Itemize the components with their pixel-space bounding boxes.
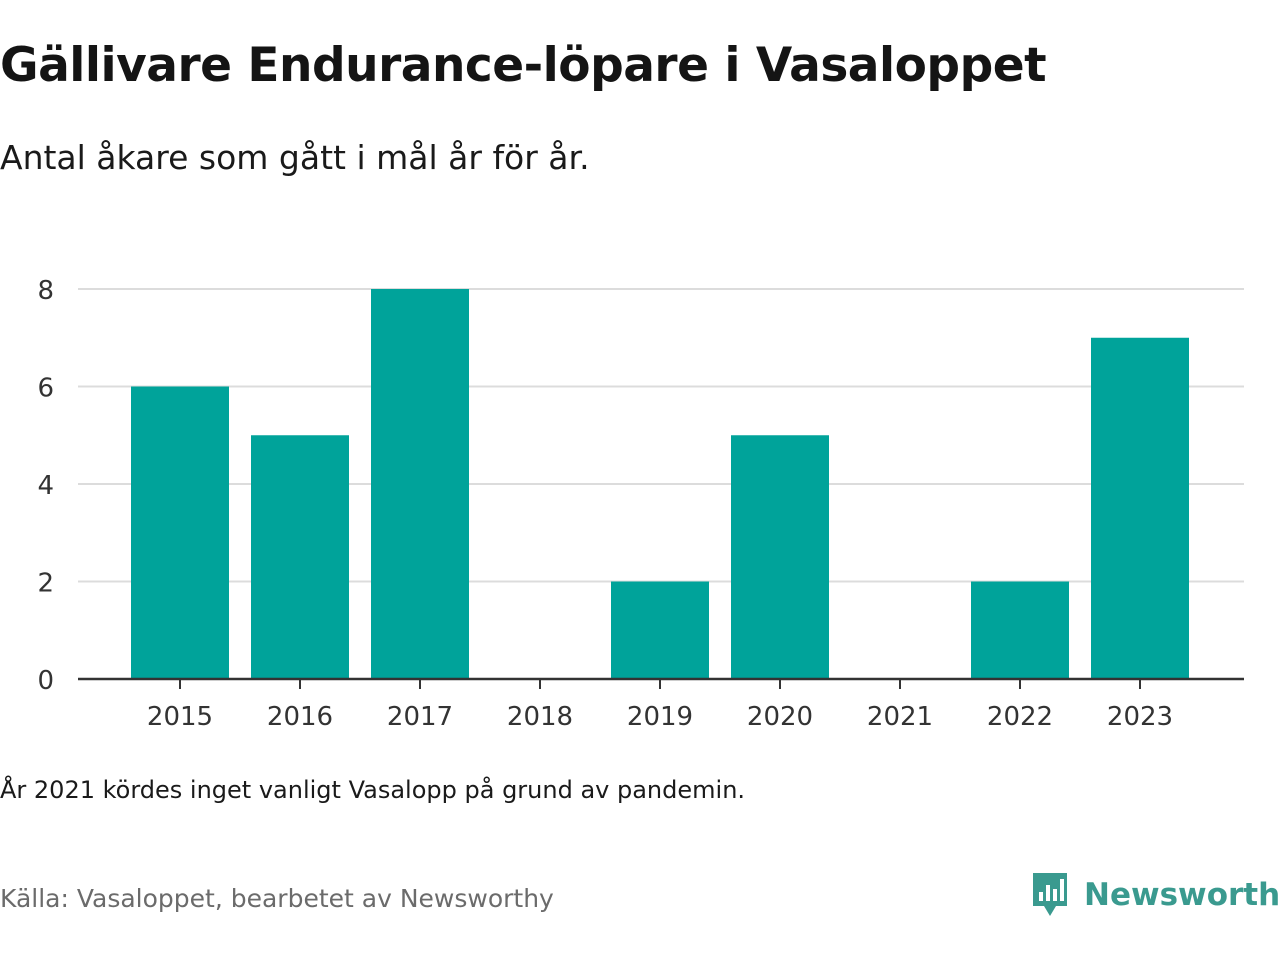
y-tick-label: 0 — [37, 666, 54, 696]
x-tick-label: 2019 — [627, 702, 693, 732]
chart-note: År 2021 kördes inget vanligt Vasalopp på… — [0, 776, 746, 804]
bar-2020 — [731, 435, 829, 679]
bar-2016 — [251, 435, 349, 679]
x-tick-label: 2023 — [1107, 702, 1173, 732]
x-tick-label: 2015 — [147, 702, 213, 732]
bar-2017 — [371, 289, 469, 679]
y-tick-label: 8 — [37, 276, 54, 306]
chart-subtitle: Antal åkare som gått i mål år för år. — [0, 138, 590, 177]
source-credit: Källa: Vasaloppet, bearbetet av Newswort… — [0, 884, 554, 913]
newsworthy-logo[interactable]: Newsworthy — [1030, 870, 1280, 920]
chart-title: Gällivare Endurance-löpare i Vasaloppet — [0, 38, 1047, 93]
y-tick-label: 6 — [37, 374, 54, 404]
x-tick-label: 2022 — [987, 702, 1053, 732]
x-tick-label: 2017 — [387, 702, 453, 732]
bar-2023 — [1091, 337, 1189, 679]
bar-2022 — [971, 581, 1069, 679]
newsworthy-logo-icon — [1033, 873, 1067, 916]
bar-chart: 0 2 4 6 8 2015 2016 2017 2018 2019 2020 2021 2022 202… — [37, 276, 1244, 732]
x-tick-label: 2021 — [867, 702, 933, 732]
x-tick-label: 2016 — [267, 702, 333, 732]
x-tick-label: 2018 — [507, 702, 573, 732]
newsworthy-logo-text: Newsworthy — [1084, 877, 1280, 913]
bars — [131, 289, 1189, 679]
tick-labels: 0 2 4 6 8 2015 2016 2017 2018 2019 2020 2021 2022 202… — [37, 276, 1173, 732]
bar-2015 — [131, 386, 229, 679]
x-tick-label: 2020 — [747, 702, 813, 732]
axes — [78, 677, 1244, 689]
y-tick-label: 2 — [37, 569, 54, 599]
bar-2019 — [611, 581, 709, 679]
y-tick-label: 4 — [37, 471, 54, 501]
